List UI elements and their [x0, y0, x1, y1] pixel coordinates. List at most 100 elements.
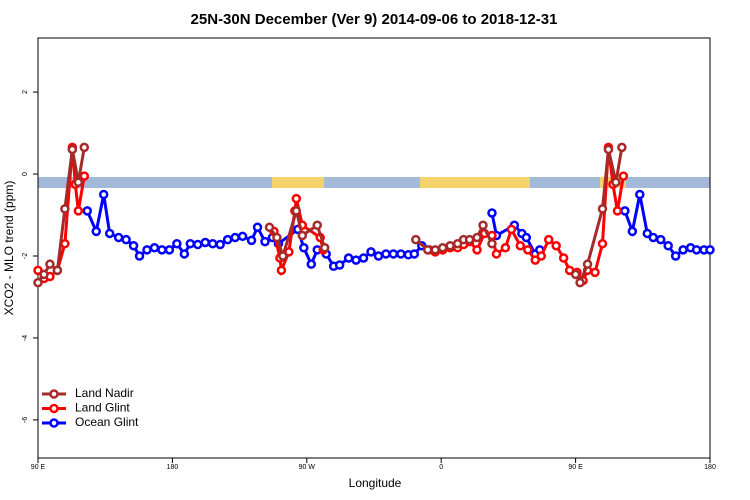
point — [452, 238, 463, 249]
point — [121, 234, 131, 245]
x-tick-label: 90 E — [568, 464, 583, 471]
point — [134, 251, 145, 261]
point — [185, 238, 196, 249]
point — [319, 243, 330, 253]
point — [193, 239, 203, 250]
chart-title: 25N-30N December (Ver 9) 2014-09-06 to 2… — [191, 11, 558, 28]
x-tick-label: 90 E — [31, 464, 46, 471]
y-tick-label: 2 — [22, 90, 29, 94]
x-tick-label: 180 — [704, 464, 716, 471]
point — [52, 265, 63, 276]
point — [67, 144, 78, 155]
point — [655, 234, 666, 245]
point — [343, 253, 354, 263]
point — [98, 189, 109, 200]
point — [291, 193, 302, 204]
point — [515, 240, 526, 251]
point — [388, 249, 399, 259]
point — [291, 206, 302, 216]
point — [678, 245, 688, 255]
point — [260, 236, 270, 247]
point — [91, 226, 101, 237]
point — [264, 222, 275, 233]
point — [411, 234, 421, 245]
point — [297, 230, 308, 241]
point — [536, 251, 547, 261]
point — [200, 237, 211, 248]
point — [437, 243, 448, 253]
x-axis-label: Longitude — [349, 476, 402, 490]
point — [82, 206, 93, 216]
legend-marker — [49, 403, 59, 414]
point — [491, 249, 502, 259]
point — [351, 255, 361, 265]
point — [590, 267, 600, 278]
land-band — [272, 177, 324, 188]
point — [149, 243, 160, 253]
point — [39, 269, 49, 280]
y-tick-label: -4 — [22, 335, 29, 341]
point — [33, 277, 43, 288]
point — [523, 245, 533, 255]
x-tick-label: 90 W — [299, 464, 316, 471]
point — [306, 259, 317, 269]
point — [500, 243, 511, 253]
x-tick-label: 180 — [167, 464, 179, 471]
point — [276, 265, 287, 276]
point — [396, 249, 406, 259]
point — [423, 245, 433, 255]
point — [358, 253, 369, 263]
point — [618, 171, 629, 181]
point — [597, 204, 608, 214]
point — [272, 232, 282, 243]
point — [179, 249, 190, 259]
point — [142, 245, 152, 255]
point — [113, 232, 124, 243]
point — [445, 240, 455, 251]
point — [299, 243, 309, 253]
point — [73, 177, 84, 187]
point — [79, 142, 90, 153]
point — [670, 251, 681, 261]
point — [222, 234, 233, 245]
land-band — [420, 177, 530, 188]
point — [530, 255, 541, 265]
legend-marker — [49, 418, 59, 428]
point — [506, 224, 517, 235]
legend-label: Land Glint — [75, 401, 130, 415]
point — [164, 245, 175, 255]
point — [237, 231, 248, 242]
point — [570, 269, 581, 280]
point — [373, 251, 384, 261]
point — [409, 249, 420, 259]
point — [33, 265, 43, 276]
point — [334, 260, 345, 270]
point — [366, 247, 376, 257]
point — [635, 189, 645, 200]
point — [691, 245, 702, 255]
point — [430, 245, 440, 255]
point — [464, 234, 475, 245]
point — [612, 206, 623, 216]
point — [582, 259, 593, 269]
point — [521, 232, 532, 243]
point — [551, 240, 561, 251]
ocean-band — [38, 177, 710, 188]
y-tick-label: -6 — [22, 417, 29, 423]
point — [472, 232, 482, 243]
y-tick-label: -2 — [22, 253, 29, 259]
point — [487, 208, 497, 218]
point — [617, 142, 627, 153]
point — [381, 249, 391, 259]
point — [73, 206, 84, 216]
point — [487, 238, 497, 249]
point — [597, 238, 608, 249]
x-tick-label: 0 — [439, 464, 443, 471]
point — [45, 259, 55, 269]
point — [575, 277, 585, 288]
point — [705, 245, 715, 255]
point — [230, 232, 240, 243]
point — [215, 239, 225, 250]
point — [312, 220, 323, 231]
